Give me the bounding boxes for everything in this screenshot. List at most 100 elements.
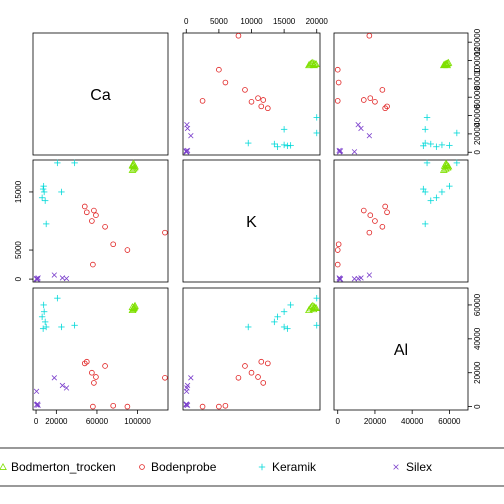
tick-label: 60000 — [86, 417, 109, 426]
point-bodmerton-trocken — [443, 161, 452, 169]
point-keramik — [40, 301, 47, 309]
point-keramik — [313, 294, 320, 302]
point-bodenprobe — [93, 374, 99, 380]
point-bodenprobe — [162, 229, 168, 236]
point-bodenprobe — [124, 247, 131, 253]
point-bodenprobe — [91, 207, 97, 214]
point-bodenprobe — [235, 32, 242, 39]
legend: Bodmerton_trocken Bodenprobe Keramik Silex — [0, 447, 504, 487]
point-keramik — [38, 194, 46, 201]
tick-label: 80000 — [473, 67, 482, 90]
point-bodenprobe — [372, 218, 378, 224]
panel-al-al — [333, 287, 469, 411]
point-silex — [188, 375, 194, 381]
point-keramik — [271, 140, 278, 148]
tick-label: 20000 — [45, 417, 68, 426]
panel-al-k — [182, 287, 321, 411]
point-keramik — [423, 159, 431, 167]
panel-k-k — [182, 159, 321, 283]
point-bodenprobe — [260, 380, 267, 386]
point-keramik — [433, 143, 440, 150]
point-keramik — [313, 129, 320, 137]
legend-item-bodmerton-trocken: Bodmerton_trocken — [0, 460, 116, 474]
point-keramik — [453, 129, 461, 137]
point-keramik — [446, 142, 453, 149]
point-bodenprobe — [366, 32, 373, 39]
top-axis-k: 0 5000 10000 15000 20000 — [184, 17, 328, 33]
point-bodenprobe — [242, 87, 248, 93]
point-bodmerton-trocken — [442, 60, 450, 68]
point-keramik — [42, 323, 50, 331]
point-keramik — [421, 220, 429, 228]
point-bodmerton-trocken — [128, 161, 137, 169]
point-bodenprobe — [384, 209, 390, 216]
diagonal-label-k: K — [246, 214, 257, 231]
diagonal-label-al: Al — [394, 342, 408, 359]
point-bodenprobe — [379, 87, 386, 93]
point-bodenprobe — [110, 402, 116, 409]
tick-label: 20000 — [473, 122, 482, 145]
point-bodenprobe — [367, 212, 374, 218]
point-bodenprobe — [334, 98, 341, 104]
point-bodenprobe — [334, 261, 341, 268]
panel-k-al — [333, 159, 469, 283]
tick-label: 10000 — [240, 17, 263, 26]
point-keramik — [421, 188, 429, 196]
point-silex — [351, 276, 358, 282]
bottom-axis-al: 0 20000 40000 60000 — [335, 410, 461, 426]
tick-label: 100000 — [473, 47, 482, 74]
point-keramik — [271, 318, 278, 326]
point-silex — [336, 275, 342, 281]
tick-label: 15000 — [273, 17, 296, 26]
point-keramik — [40, 188, 48, 196]
point-bodenprobe — [248, 98, 255, 105]
point-bodenprobe — [90, 261, 96, 268]
point-silex — [35, 402, 41, 408]
point-keramik — [41, 318, 49, 326]
point-silex — [34, 276, 41, 282]
point-silex — [35, 275, 41, 281]
point-bodenprobe — [265, 360, 271, 367]
legend-marker — [139, 464, 145, 470]
point-keramik — [280, 308, 288, 315]
point-silex — [183, 149, 190, 155]
point-bodenprobe — [93, 212, 99, 218]
point-keramik — [421, 139, 429, 147]
point-keramik — [39, 185, 47, 193]
point-bodenprobe — [102, 224, 108, 230]
point-bodmerton-trocken — [305, 61, 313, 69]
left-axis-k: 0 5000 15000 — [14, 180, 33, 281]
point-keramik — [433, 194, 440, 201]
point-bodmerton-trocken — [308, 301, 317, 309]
point-keramik — [58, 188, 65, 196]
point-silex — [33, 388, 40, 395]
tick-label: 40000 — [473, 104, 482, 127]
panel-al-ca — [32, 287, 169, 411]
legend-item-silex: Silex — [393, 460, 432, 474]
point-keramik — [421, 126, 429, 133]
tick-label: 100000 — [124, 417, 151, 426]
tick-label: 20000 — [364, 417, 387, 426]
point-bodenprobe — [258, 103, 265, 110]
legend-label: Silex — [406, 460, 432, 474]
point-silex — [183, 148, 189, 154]
tick-label: 20000 — [473, 361, 482, 384]
point-keramik — [313, 322, 320, 329]
point-keramik — [71, 159, 78, 167]
legend-marker — [258, 463, 266, 471]
point-keramik — [245, 139, 252, 147]
point-silex — [63, 275, 70, 282]
point-silex — [51, 272, 57, 278]
point-bodmerton-trocken — [312, 303, 320, 311]
point-silex — [184, 122, 190, 128]
tick-label: 60000 — [473, 86, 482, 109]
point-bodenprobe — [372, 98, 378, 105]
point-bodenprobe — [199, 403, 206, 410]
point-bodenprobe — [360, 207, 367, 214]
point-bodenprobe — [265, 105, 271, 112]
tick-label: 60000 — [438, 417, 461, 426]
point-keramik — [313, 114, 320, 121]
legend-marker — [393, 464, 399, 470]
point-keramik — [40, 182, 47, 190]
